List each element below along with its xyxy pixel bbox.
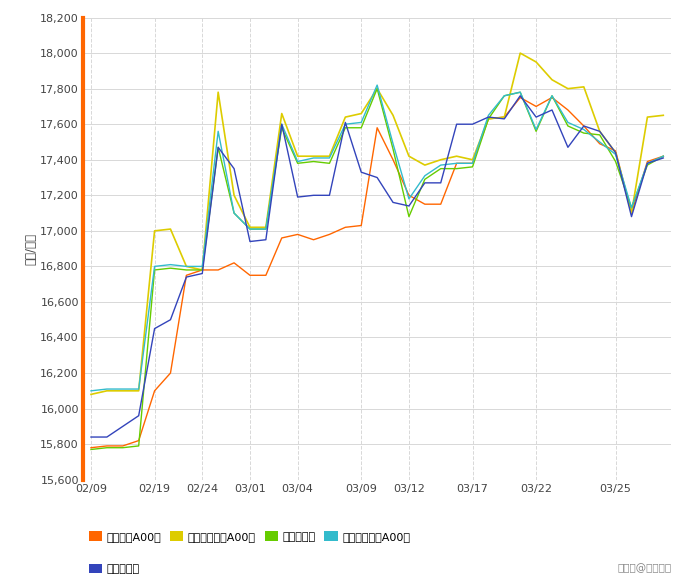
- Text: 搜狐号@上海铝锅: 搜狐号@上海铝锅: [617, 563, 671, 573]
- Legend: 上海期货铝: 上海期货铝: [89, 564, 140, 574]
- Y-axis label: （元/吨）: （元/吨）: [24, 233, 37, 264]
